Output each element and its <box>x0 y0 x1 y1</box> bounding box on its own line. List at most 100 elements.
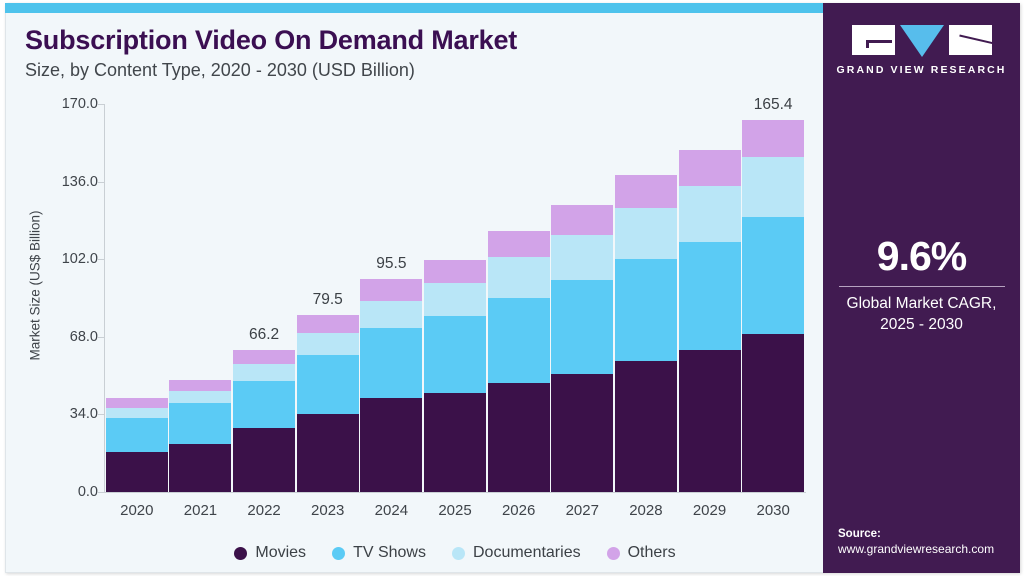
bar-segment[interactable] <box>742 119 805 157</box>
bar-segment[interactable] <box>551 280 614 375</box>
bar-segment[interactable] <box>487 230 550 258</box>
legend-label: Movies <box>255 544 307 561</box>
bar-group[interactable] <box>551 104 614 492</box>
legend-item[interactable]: Others <box>606 544 676 562</box>
plot-region: 66.2 79.5 95.5 165.4 <box>105 96 805 492</box>
bar-group[interactable] <box>169 104 232 492</box>
legend-item[interactable]: Movies <box>234 544 306 562</box>
bar-group[interactable] <box>614 104 677 492</box>
bar-segment[interactable] <box>296 332 359 355</box>
bar-segment[interactable] <box>742 334 805 492</box>
x-tick-label: 2025 <box>438 502 472 519</box>
legend-swatch-icon <box>606 546 620 560</box>
bar-group[interactable] <box>105 104 168 492</box>
bar-segment[interactable] <box>105 451 168 492</box>
bar-segment[interactable] <box>614 360 677 492</box>
bar-segment[interactable] <box>424 392 486 492</box>
bar-segment[interactable] <box>487 297 550 384</box>
bar-group[interactable]: 165.4 <box>742 96 805 492</box>
bar-segment[interactable] <box>551 204 614 235</box>
chart-area: Subscription Video On Demand Market Size… <box>5 13 823 573</box>
chart-legend: Movies TV Shows Documentaries Others <box>105 544 805 562</box>
cagr-block: 9.6% Global Market CAGR, 2025 - 2030 <box>823 233 1020 335</box>
bar-segment[interactable] <box>614 258 677 361</box>
bar-segment[interactable] <box>678 241 741 351</box>
bar-group[interactable] <box>678 104 741 492</box>
bar-segment[interactable] <box>233 363 296 381</box>
logo-wordmark: GRAND VIEW RESEARCH <box>836 64 1007 76</box>
bar-segment[interactable] <box>169 379 232 391</box>
bar-segment[interactable] <box>678 350 741 492</box>
y-tick-label: 170.0 <box>61 96 98 112</box>
bar-group[interactable] <box>487 104 550 492</box>
bar-group[interactable]: 95.5 <box>360 104 423 492</box>
bar-segment[interactable] <box>742 216 805 335</box>
bar-segment[interactable] <box>296 315 359 333</box>
bar-segment[interactable] <box>233 427 296 492</box>
source-url: www.grandviewresearch.com <box>838 542 995 556</box>
x-tick-label: 2029 <box>692 502 727 519</box>
logo-g-icon <box>851 25 895 55</box>
brand-sidebar: GRAND VIEW RESEARCH 9.6% Global Market C… <box>823 3 1020 573</box>
bar-segment[interactable] <box>678 185 741 242</box>
legend-label: TV Shows <box>353 544 426 561</box>
bar-segment[interactable] <box>614 207 677 259</box>
bar-group[interactable]: 66.2 <box>233 104 296 492</box>
bar-segment[interactable] <box>233 349 296 364</box>
bar-group[interactable] <box>424 104 486 492</box>
y-tick-mark <box>98 181 104 183</box>
bar-segment[interactable] <box>360 328 423 399</box>
bar-segment[interactable] <box>487 257 550 298</box>
bar-segment[interactable] <box>487 383 550 492</box>
bar-segment[interactable] <box>296 354 359 415</box>
bar-value-label: 79.5 <box>312 291 343 309</box>
logo-r-icon <box>948 25 992 55</box>
source-label: Source: <box>838 528 881 540</box>
top-accent-bar <box>5 3 1020 13</box>
bar-segment[interactable] <box>424 259 486 283</box>
cagr-caption: Global Market CAGR, 2025 - 2030 <box>823 294 1020 335</box>
y-tick-mark <box>98 414 104 416</box>
y-tick-label: 0.0 <box>77 484 98 500</box>
x-tick-label: 2026 <box>501 502 536 519</box>
x-tick-label: 2027 <box>565 502 599 519</box>
bar-segment[interactable] <box>424 282 486 317</box>
bar-segment[interactable] <box>169 443 232 492</box>
bar-segment[interactable] <box>551 234 614 281</box>
bar-segment[interactable] <box>360 279 423 301</box>
bar-segment[interactable] <box>360 398 423 492</box>
brand-logo: GRAND VIEW RESEARCH <box>823 25 1020 76</box>
cagr-caption-line1: Global Market CAGR, <box>846 295 997 312</box>
bar-segment[interactable] <box>169 390 232 404</box>
bar-group[interactable]: 79.5 <box>296 104 359 492</box>
y-axis-label: Market Size (US$ Billion) <box>27 210 43 361</box>
source-block: Source: www.grandviewresearch.com <box>838 528 1020 556</box>
legend-item[interactable]: TV Shows <box>332 544 426 562</box>
legend-item[interactable]: Documentaries <box>451 544 581 562</box>
x-tick-label: 2021 <box>183 502 218 519</box>
bar-segment[interactable] <box>105 407 168 418</box>
bar-value-label: 165.4 <box>753 95 793 113</box>
x-axis-line <box>104 492 806 493</box>
y-tick-mark <box>98 259 104 261</box>
y-axis-line <box>104 104 105 493</box>
bar-segment[interactable] <box>233 380 296 428</box>
bar-segment[interactable] <box>105 417 168 452</box>
bar-segment[interactable] <box>742 156 805 217</box>
bar-segment[interactable] <box>614 174 677 208</box>
y-tick-label: 34.0 <box>69 406 98 423</box>
x-tick-label: 2024 <box>374 502 409 519</box>
cagr-divider <box>838 286 1005 287</box>
bar-segment[interactable] <box>169 403 232 444</box>
logo-marks <box>823 25 1020 57</box>
x-tick-label: 2030 <box>756 502 790 519</box>
bar-segment[interactable] <box>105 398 168 408</box>
bar-segment[interactable] <box>296 414 359 492</box>
bar-segment[interactable] <box>360 300 423 329</box>
bar-segment[interactable] <box>551 374 614 492</box>
bar-segment[interactable] <box>678 150 741 186</box>
x-tick-label: 2022 <box>247 502 281 519</box>
bar-segment[interactable] <box>424 316 486 393</box>
y-tick-label: 136.0 <box>61 173 98 190</box>
